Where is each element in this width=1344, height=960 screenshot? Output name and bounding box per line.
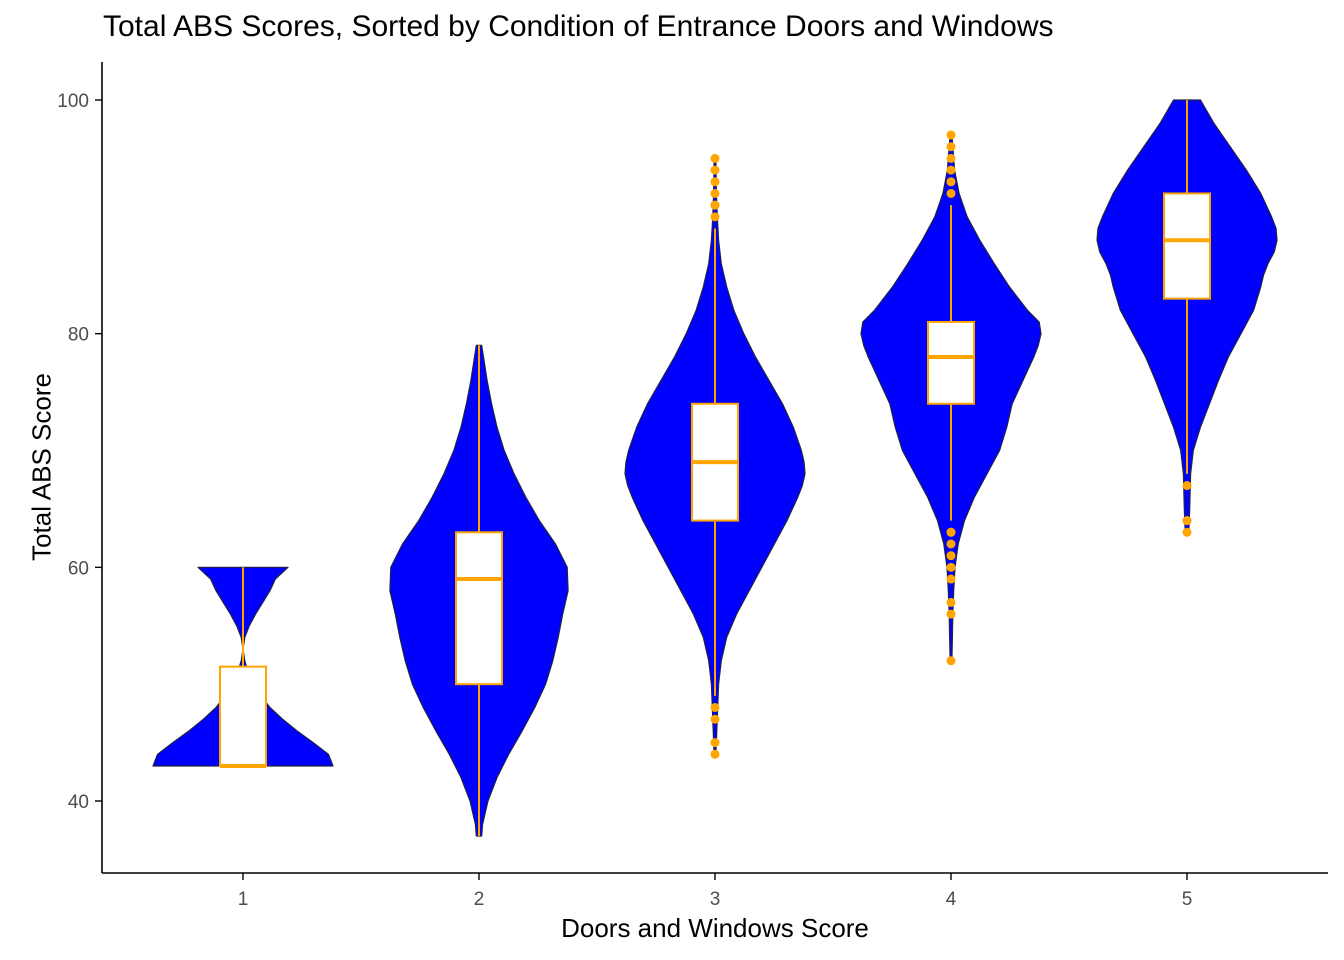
- outlier-point-4-14: [946, 130, 956, 140]
- outlier-point-4-8: [946, 527, 956, 537]
- outlier-point-3-0: [710, 703, 720, 713]
- y-tick-label-60: 60: [68, 558, 89, 579]
- outlier-point-3-6: [710, 200, 720, 210]
- boxes-layer: [219, 100, 1211, 837]
- outlier-point-3-3: [710, 749, 720, 759]
- outlier-point-3-9: [710, 165, 720, 175]
- outlier-point-4-10: [946, 177, 956, 187]
- outlier-point-5-3: [1182, 527, 1192, 537]
- x-tick-label-3: 3: [710, 889, 721, 910]
- y-tick-label-40: 40: [68, 792, 89, 813]
- y-tick-label-80: 80: [68, 325, 89, 346]
- x-ticks-layer: 1 2 3 4 5: [238, 873, 1193, 910]
- y-tick-label-100: 100: [57, 91, 89, 112]
- outlier-point-4-4: [946, 562, 956, 572]
- outlier-point-5-0: [1182, 481, 1192, 491]
- x-tick-label-1: 1: [238, 889, 249, 910]
- outliers-layer: [710, 130, 1192, 759]
- x-tick-label-5: 5: [1182, 889, 1193, 910]
- outlier-point-4-12: [946, 153, 956, 163]
- outlier-point-4-6: [946, 539, 956, 549]
- box-group-1: [219, 665, 267, 767]
- y-axis-label: Total ABS Score: [26, 373, 57, 561]
- outlier-point-4-11: [946, 165, 956, 175]
- y-ticks-layer: 40 60 80 100: [57, 91, 102, 813]
- outlier-point-5-2: [1182, 516, 1192, 526]
- box-group-2: [455, 531, 503, 686]
- outlier-point-3-1: [710, 714, 720, 724]
- box-group-5: [1163, 192, 1211, 300]
- x-axis-label: Doors and Windows Score: [561, 913, 869, 943]
- outlier-point-4-1: [946, 609, 956, 619]
- outlier-point-3-10: [710, 153, 720, 163]
- chart-title: Total ABS Scores, Sorted by Condition of…: [103, 10, 1054, 43]
- outlier-point-3-7: [710, 188, 720, 198]
- outlier-point-4-2: [946, 597, 956, 607]
- outlier-point-4-0: [946, 656, 956, 666]
- outlier-point-4-3: [946, 574, 956, 584]
- outlier-point-4-5: [946, 551, 956, 561]
- outlier-point-3-8: [710, 177, 720, 187]
- x-tick-label-2: 2: [474, 889, 485, 910]
- outlier-point-4-9: [946, 188, 956, 198]
- box-group-4: [927, 320, 975, 405]
- outlier-point-3-4: [710, 212, 720, 222]
- outlier-point-3-2: [710, 738, 720, 748]
- x-tick-label-4: 4: [946, 889, 957, 910]
- outlier-point-4-13: [946, 142, 956, 152]
